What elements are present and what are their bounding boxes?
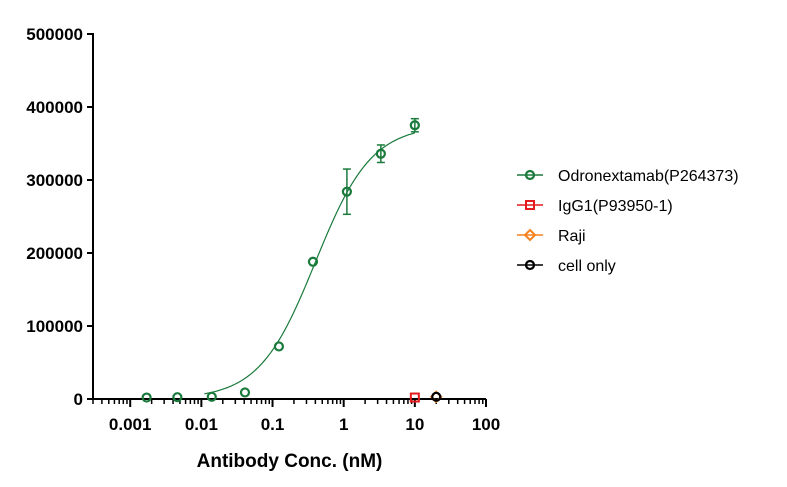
legend-label: Odronextamab(P264373)	[558, 168, 739, 185]
x-axis-title: Antibody Conc. (nM)	[197, 451, 383, 472]
data-point	[172, 392, 183, 403]
legend-label: IgG1(P93950-1)	[558, 198, 673, 215]
data-point	[273, 341, 285, 352]
data-point	[239, 387, 251, 398]
y-tick-label: 0	[74, 390, 83, 409]
legend-marker	[523, 228, 537, 242]
x-tick-label: 0.01	[185, 415, 218, 434]
plot-area	[141, 117, 443, 404]
data-point	[375, 148, 386, 159]
y-tick-label: 100000	[26, 317, 83, 336]
data-point	[409, 392, 420, 403]
x-tick-label: 1	[339, 415, 348, 434]
data-point	[409, 120, 420, 131]
x-tick-label: 0.001	[109, 415, 152, 434]
legend-marker	[525, 200, 535, 210]
data-point	[341, 186, 353, 197]
y-tick-label: 500000	[26, 25, 83, 44]
x-tick-label: 100	[472, 415, 500, 434]
legend: Odronextamab(P264373) IgG1(P93950-1) Raji c…	[517, 168, 739, 275]
y-axis: 0 100000 200000 300000 400000 500000	[26, 25, 94, 409]
legend-marker	[524, 259, 536, 271]
y-tick-label: 300000	[26, 171, 83, 190]
legend-marker	[524, 169, 536, 181]
data-point	[431, 391, 442, 402]
x-axis: 0.001 0.01 0.1 1 10 100	[92, 398, 500, 434]
x-tick-label: 10	[405, 415, 424, 434]
data-point	[307, 256, 319, 267]
x-tick-label: 0.1	[261, 415, 285, 434]
y-tick-label: 200000	[26, 244, 83, 263]
legend-label: Raji	[558, 228, 586, 245]
data-point	[141, 392, 152, 403]
data-point	[206, 391, 217, 402]
legend-label: cell only	[558, 258, 616, 275]
y-tick-label: 400000	[26, 98, 83, 117]
